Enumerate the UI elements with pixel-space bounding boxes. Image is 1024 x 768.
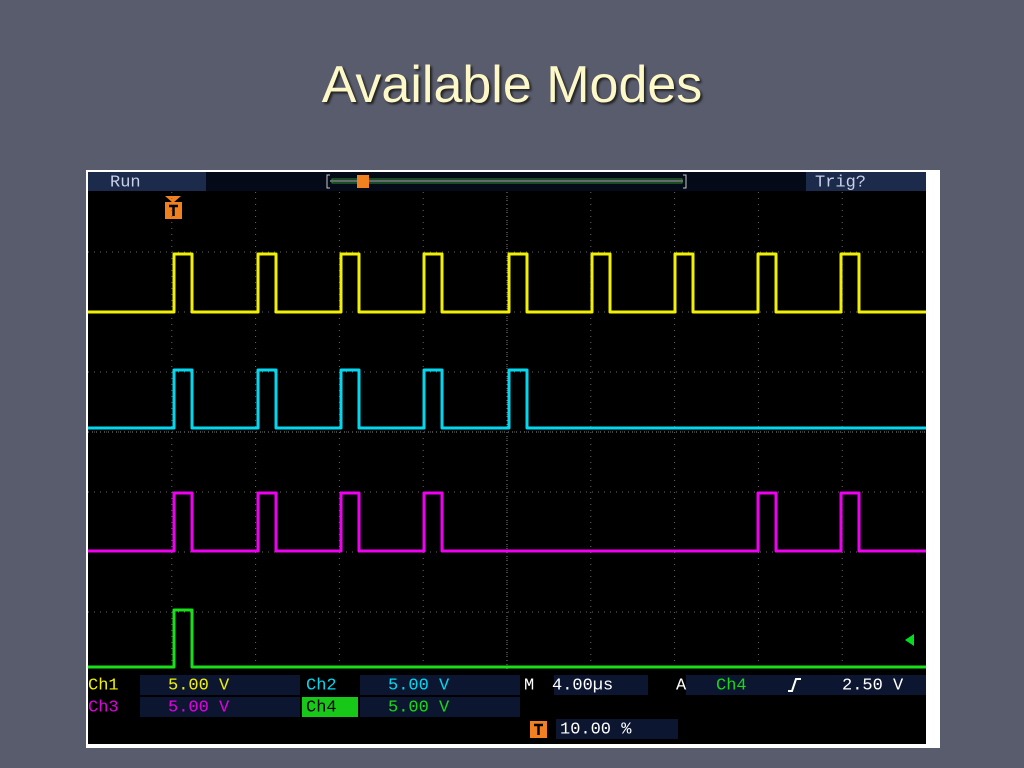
slide-title: Available Modes: [321, 56, 703, 114]
waveform: [88, 608, 926, 669]
waveform: [88, 368, 926, 430]
position-icon-glyph: [534, 723, 543, 735]
trigger-level: 2.50 V: [842, 676, 904, 695]
ch1-label: Ch1: [88, 676, 119, 695]
ch1-scale: 5.00 V: [168, 676, 230, 695]
readout-box: [686, 675, 926, 695]
slope-icon: [788, 678, 801, 692]
trigger-marker: [357, 175, 369, 188]
timebase-label: M: [524, 676, 534, 695]
ch3-scale: 5.00 V: [168, 698, 230, 717]
readout-box: [140, 675, 300, 695]
readout-box: [554, 675, 648, 695]
readout-box: [360, 675, 520, 695]
ch4-scale: 5.00 V: [388, 698, 450, 717]
trigger-arrow: [165, 196, 181, 203]
screen: [88, 172, 926, 744]
ch4-highlight: [302, 697, 358, 717]
run-state: Run: [110, 173, 141, 192]
position-value: 10.00 %: [560, 720, 632, 739]
ch3-label: Ch3: [88, 698, 119, 717]
status-box: [88, 172, 206, 191]
trigger-icon: [169, 204, 178, 216]
trigger-state: Trig?: [815, 173, 866, 192]
waveform: [88, 491, 926, 553]
trigger-source: Ch4: [716, 676, 747, 695]
waveform: [88, 252, 926, 314]
level-marker: [905, 634, 914, 646]
status-box: [806, 172, 926, 191]
ch2-label: Ch2: [306, 676, 337, 695]
readout-box: [360, 697, 520, 717]
readout-box: [140, 697, 300, 717]
readout-box: [556, 719, 678, 739]
trigger-mode: A: [676, 676, 687, 695]
record-window: [331, 178, 683, 184]
ch2-scale: 5.00 V: [388, 676, 450, 695]
ch4-label: Ch4: [306, 698, 337, 717]
record-bar: [326, 174, 687, 189]
timebase-value: 4.00µs: [552, 676, 613, 695]
